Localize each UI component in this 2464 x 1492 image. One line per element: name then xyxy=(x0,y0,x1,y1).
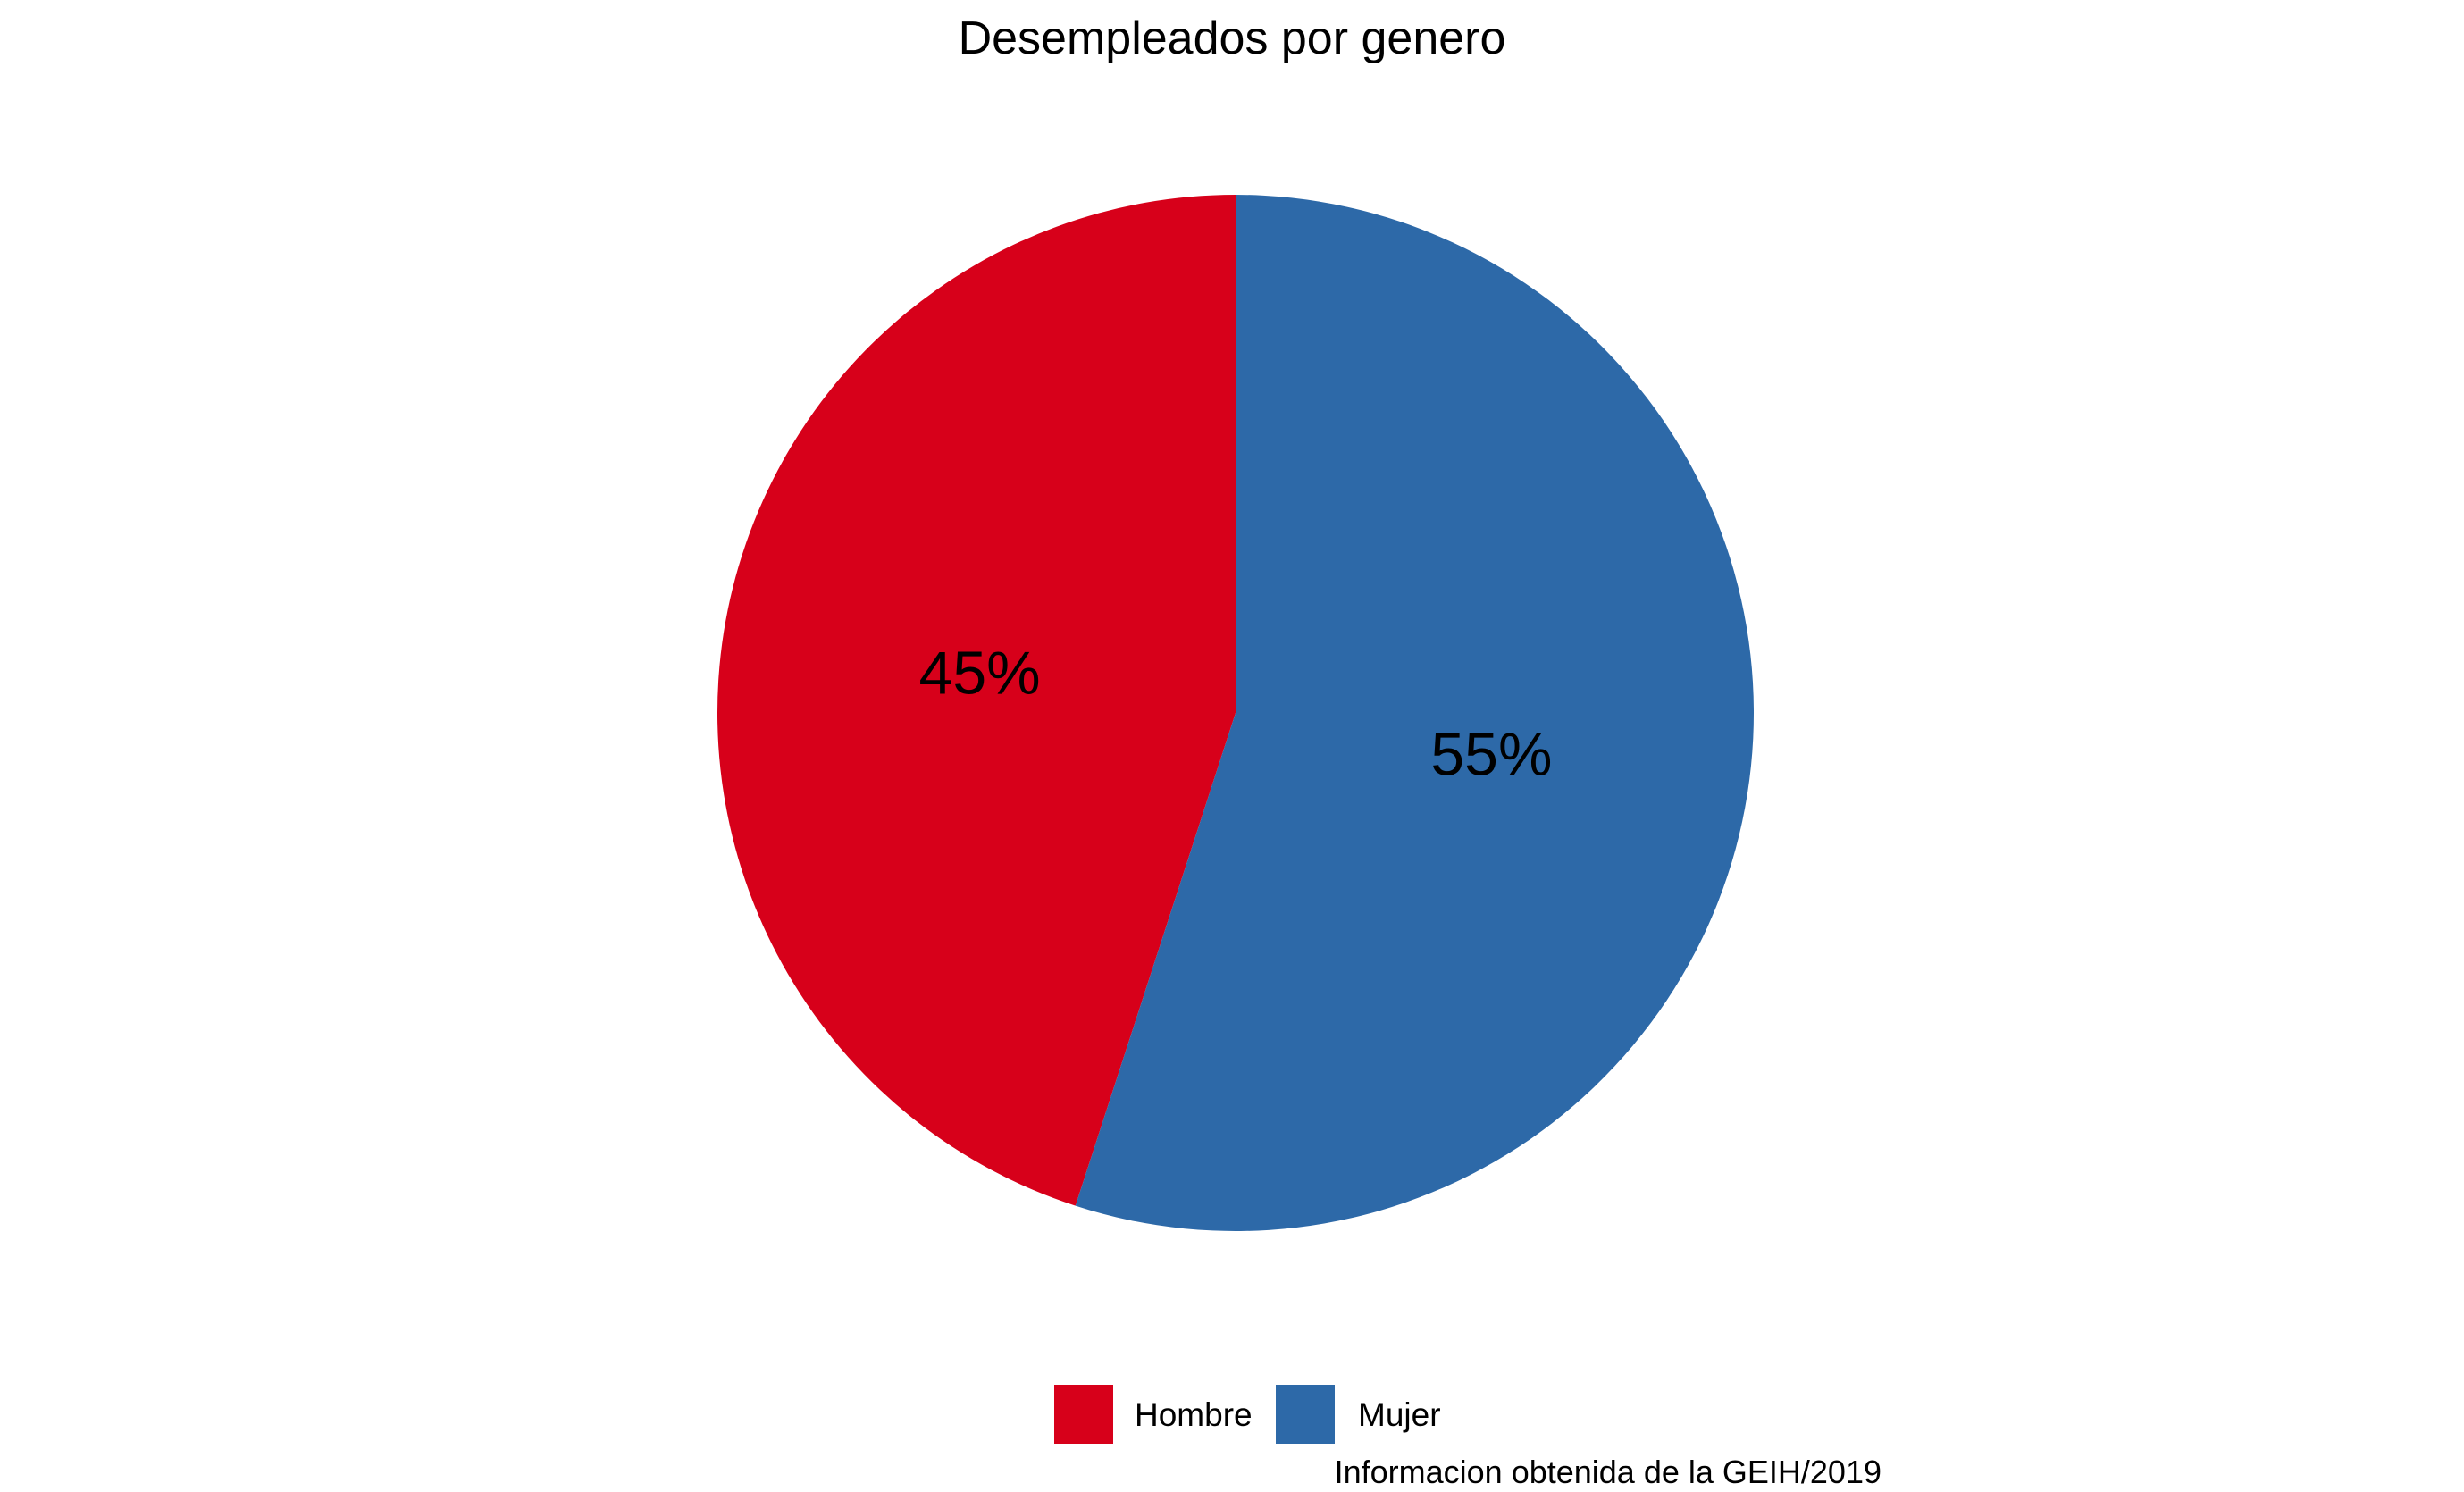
legend-label-hombre: Hombre xyxy=(1135,1396,1253,1433)
pie-slice-mujer xyxy=(1075,195,1754,1231)
legend-swatch-mujer xyxy=(1276,1385,1335,1444)
pie-slice-hombre xyxy=(717,195,1236,1206)
legend: Hombre Mujer xyxy=(1054,1385,1441,1444)
legend-swatch-hombre xyxy=(1054,1385,1113,1444)
chart-caption: Informacion obtenida de la GEIH/2019 xyxy=(1335,1454,1882,1490)
chart-title: Desempleados por genero xyxy=(959,13,1506,64)
slice-label-hombre: 45% xyxy=(919,640,1041,708)
pie-slices xyxy=(717,195,1754,1231)
slice-label-mujer: 55% xyxy=(1430,720,1552,788)
legend-label-mujer: Mujer xyxy=(1358,1396,1441,1433)
slice-labels: 45% 55% xyxy=(919,640,1553,789)
